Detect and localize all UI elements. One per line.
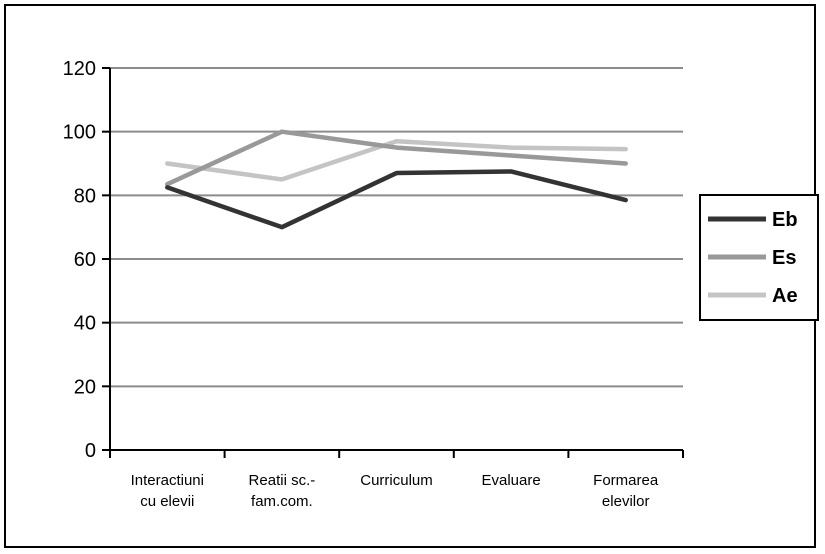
x-category-label: Curriculum: [360, 472, 433, 489]
legend: Eb Es Ae: [699, 194, 819, 321]
y-tick-label: 80: [74, 185, 96, 207]
y-tick-label: 0: [85, 440, 96, 462]
y-axis: 0 20 40 60 80 100 120: [63, 58, 111, 462]
x-category-label: Evaluare: [481, 472, 540, 489]
y-tick-label: 120: [63, 58, 96, 80]
series-line-eb: [165, 169, 628, 230]
legend-label: Es: [772, 247, 796, 269]
series-lines: [165, 129, 628, 230]
x-category-label: Interactiuni cu elevii: [131, 472, 204, 510]
y-tick-label: 60: [74, 249, 96, 271]
y-tick-label: 40: [74, 313, 96, 335]
gridlines: [110, 67, 683, 388]
x-axis: Interactiuni cu elevii Reatii sc.-fam.com.…: [109, 449, 684, 510]
y-tick-label: 100: [63, 122, 96, 144]
legend-label: Eb: [772, 209, 798, 231]
series-line-es: [165, 129, 628, 187]
series-line-ae: [165, 138, 628, 182]
legend-label: Ae: [772, 285, 798, 307]
y-tick-label: 20: [74, 376, 96, 398]
x-category-label: Reatii sc.-fam.com.: [249, 472, 316, 510]
x-category-label: Formarea elevilor: [593, 472, 659, 510]
chart-frame: [4, 4, 816, 548]
